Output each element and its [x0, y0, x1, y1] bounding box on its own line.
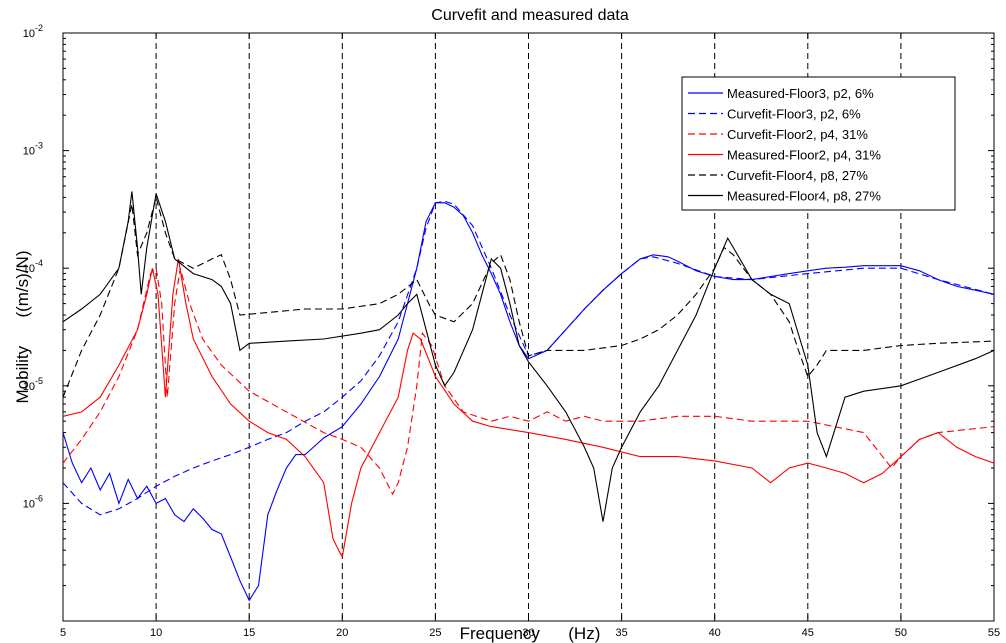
series-line-5: [63, 191, 994, 522]
x-tick-label-55: 55: [988, 627, 1000, 639]
chart-title: Curvefit and measured data: [431, 7, 629, 24]
legend-label-2: Curvefit-Floor2, p4, 31%: [727, 127, 868, 142]
x-tick-label-35: 35: [615, 627, 627, 639]
y-axis-label: Mobility ((m/s)/N): [13, 251, 32, 404]
legend-label-4: Curvefit-Floor4, p8, 27%: [727, 168, 868, 183]
series-lines: [63, 191, 994, 602]
y-tick-labels: 10-6 10-5 10-4 10-3 10-2: [23, 23, 43, 510]
y-tick-label: 10-6: [23, 493, 43, 510]
x-axis-label: Frequency (Hz): [460, 624, 601, 643]
x-tick-label-10: 10: [150, 627, 162, 639]
x-tick-label-20: 20: [336, 627, 348, 639]
x-tick-label-30: 30: [522, 627, 534, 639]
y-tick-label: 10-4: [23, 258, 43, 275]
legend-label-1: Curvefit-Floor3, p2, 6%: [727, 107, 861, 122]
legend-label-5: Measured-Floor4, p8, 27%: [727, 189, 881, 204]
legend-label-0: Measured-Floor3, p2, 6%: [727, 86, 874, 101]
x-tick-labels: 5 10 15 20 25 30 35 40 45 50 55: [60, 627, 1000, 639]
y-tick-label: 10-3: [23, 141, 43, 158]
x-tick-label-15: 15: [243, 627, 255, 639]
x-tick-label-25: 25: [429, 627, 441, 639]
x-tick-label-50: 50: [895, 627, 907, 639]
axis-ticks: [62, 33, 995, 622]
legend-label-3: Measured-Floor2, p4, 31%: [727, 148, 881, 163]
series-line-2: [63, 267, 994, 496]
series-line-1: [63, 200, 994, 516]
x-tick-label-40: 40: [709, 627, 721, 639]
x-tick-label-5: 5: [60, 627, 66, 639]
series-line-0: [63, 202, 994, 602]
legend: Measured-Floor3, p2, 6% Curvefit-Floor3, …: [681, 76, 956, 211]
y-tick-label: 10-5: [23, 376, 43, 393]
series-line-3: [63, 258, 994, 559]
vertical-reference-lines: [155, 33, 902, 621]
legend-box: [681, 76, 956, 211]
x-tick-label-45: 45: [802, 627, 814, 639]
series-line-4: [63, 195, 994, 398]
y-tick-label: 10-2: [23, 23, 43, 40]
